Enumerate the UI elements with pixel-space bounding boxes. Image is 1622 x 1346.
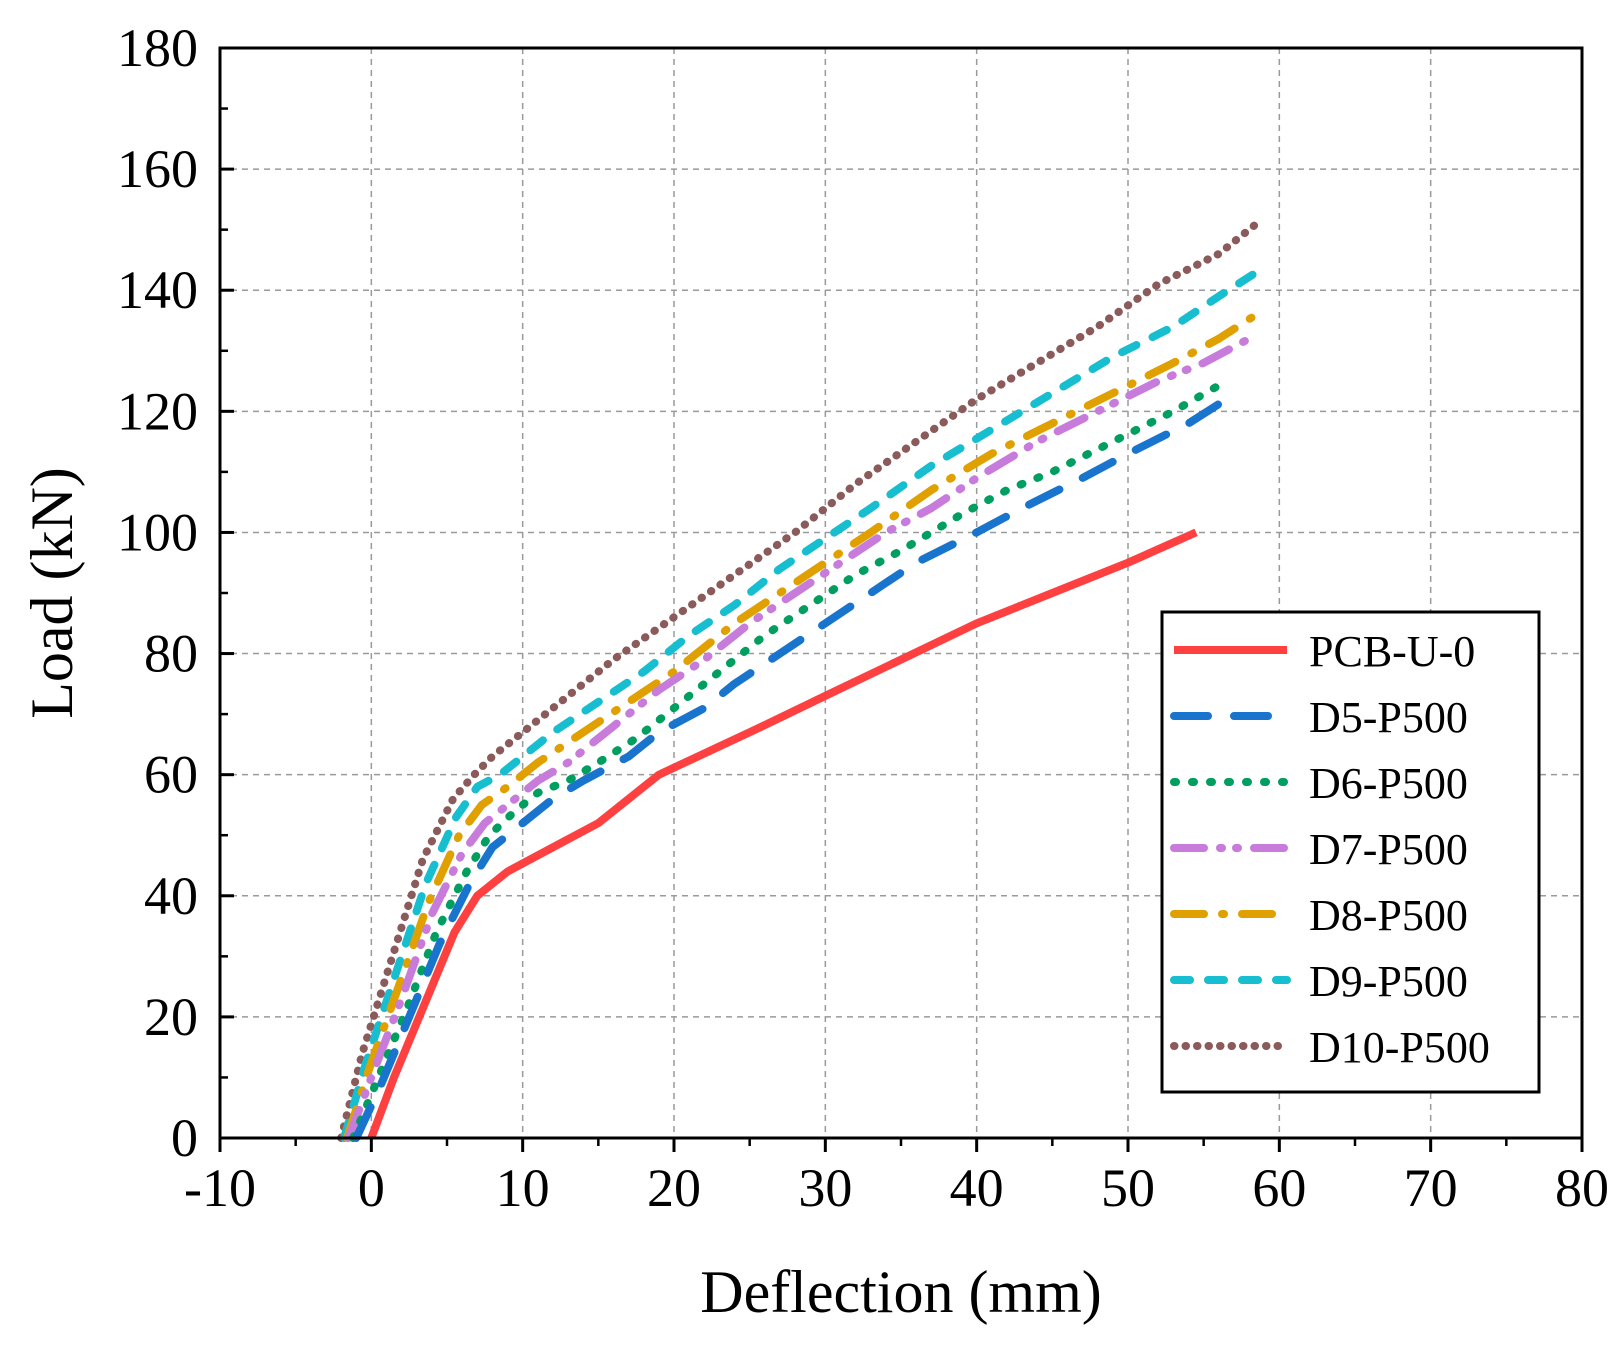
x-axis-title: Deflection (mm) <box>700 1259 1102 1325</box>
legend-label: D8-P500 <box>1309 891 1468 940</box>
x-tick-label: 20 <box>647 1158 701 1218</box>
y-tick-label: 160 <box>117 139 198 199</box>
y-tick-label: 0 <box>171 1108 198 1168</box>
x-tick-label: 0 <box>358 1158 385 1218</box>
legend-label: D6-P500 <box>1309 759 1468 808</box>
x-tick-label: 80 <box>1555 1158 1609 1218</box>
y-tick-label: 180 <box>117 18 198 78</box>
x-tick-label: 30 <box>798 1158 852 1218</box>
legend-label: PCB-U-0 <box>1309 627 1475 676</box>
y-tick-label: 80 <box>144 624 198 684</box>
legend-label: D5-P500 <box>1309 693 1468 742</box>
axes: -10 0 10 20 30 40 50 60 70 8002040608010012014016… <box>117 18 1609 1218</box>
y-axis-title: Load (kN) <box>19 467 85 719</box>
series-line-d5-p500 <box>352 395 1231 1142</box>
series-group <box>337 219 1261 1142</box>
y-tick-label: 120 <box>117 381 198 441</box>
legend: PCB-U-0 D5-P500 D6-P500 D7-P500 D8-P500 D9-P5… <box>1160 610 1541 1094</box>
legend-label: D7-P500 <box>1309 825 1468 874</box>
series-line-d8-p500 <box>343 310 1261 1142</box>
series-line-d10-p500 <box>337 219 1261 1142</box>
x-tick-label: 10 <box>496 1158 550 1218</box>
series-line-d9-p500 <box>340 268 1261 1142</box>
x-tick-label: -10 <box>184 1158 256 1218</box>
legend-label: D10-P500 <box>1309 1023 1490 1072</box>
series-line-d6-p500 <box>349 377 1231 1142</box>
y-tick-label: 140 <box>117 260 198 320</box>
series-line-d7-p500 <box>344 334 1254 1142</box>
series-line-pcb-u-0 <box>367 528 1198 1140</box>
y-tick-label: 60 <box>144 745 198 805</box>
x-tick-label: 60 <box>1252 1158 1306 1218</box>
x-tick-label: 40 <box>950 1158 1004 1218</box>
legend-box <box>1160 610 1541 1094</box>
x-tick-label: 70 <box>1404 1158 1458 1218</box>
y-tick-label: 100 <box>117 502 198 562</box>
y-tick-label: 20 <box>144 987 198 1047</box>
y-tick-label: 40 <box>144 866 198 926</box>
x-tick-label: 50 <box>1101 1158 1155 1218</box>
legend-label: D9-P500 <box>1309 957 1468 1006</box>
